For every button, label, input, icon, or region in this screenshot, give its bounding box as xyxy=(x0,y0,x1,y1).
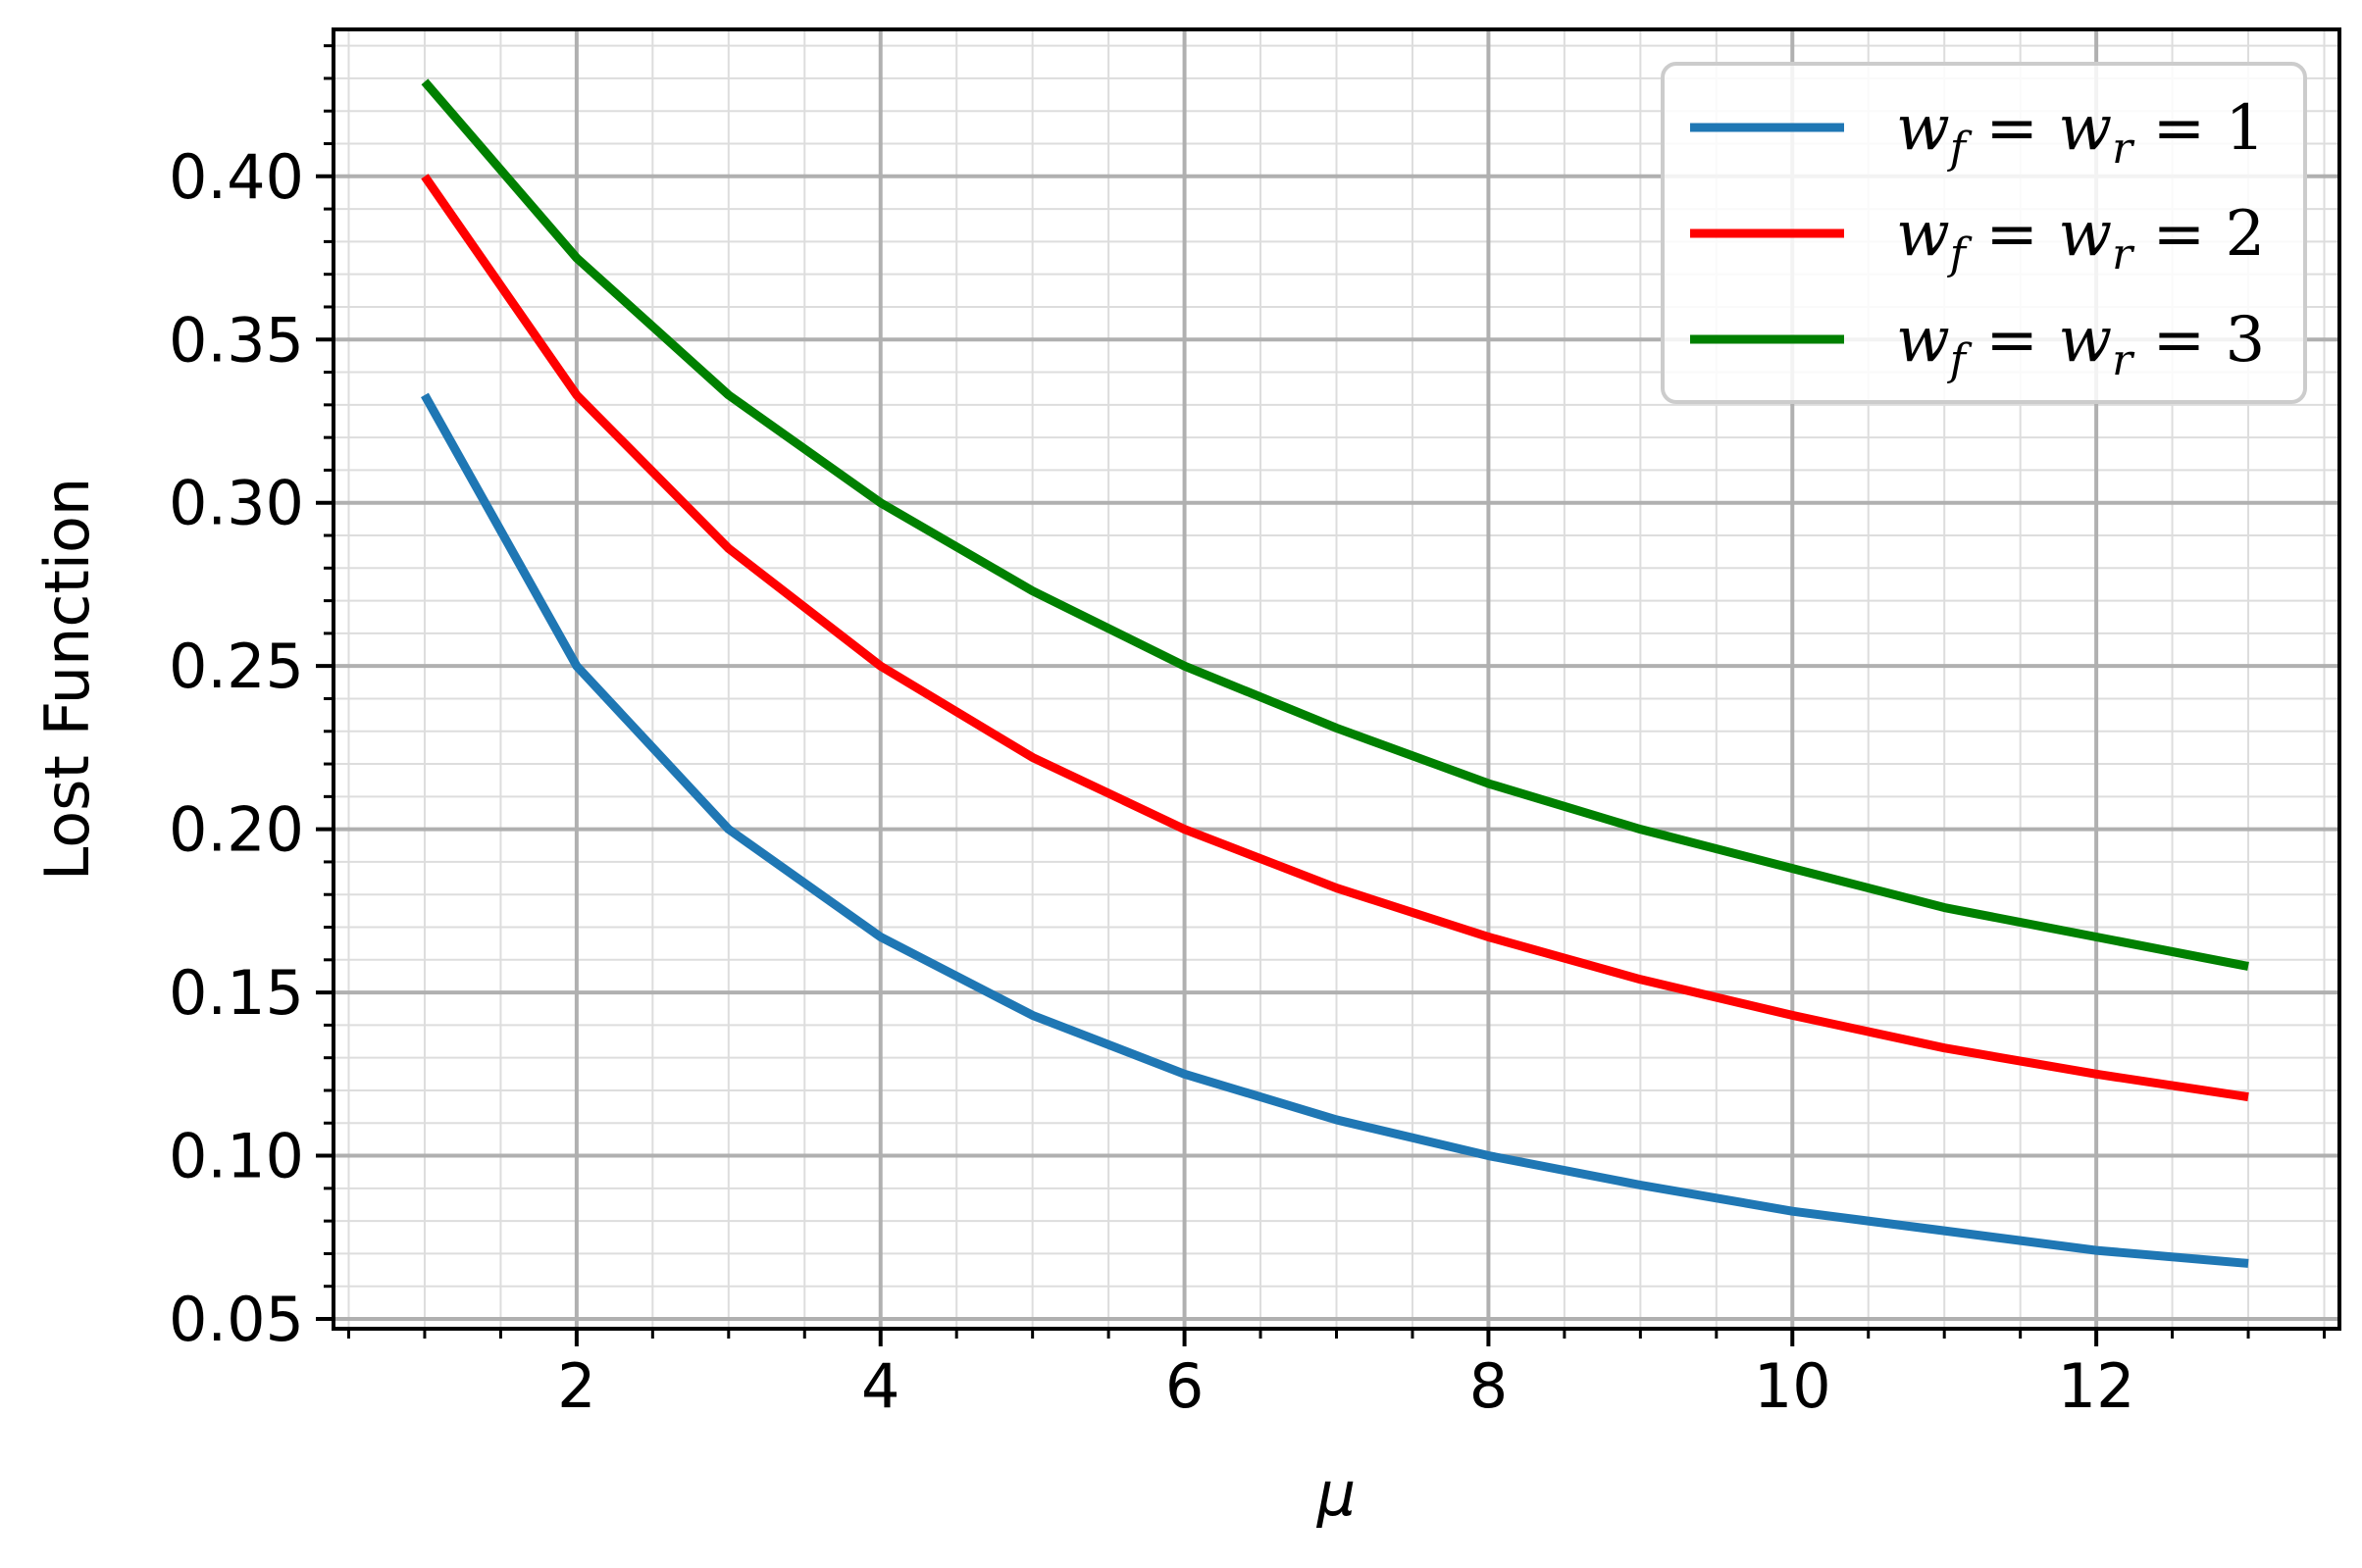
x-tick-label: 6 xyxy=(1165,1350,1204,1422)
x-tick-label: 8 xyxy=(1469,1350,1508,1422)
tick-labels: 2 4 6 8 10 12 0.05 0.10 0.15 0.20 0.25 0.30 0.35 0.40 xyxy=(169,141,2135,1422)
series-line xyxy=(421,392,2249,1268)
series-line xyxy=(421,174,2249,1102)
x-tick-label: 10 xyxy=(1754,1350,1831,1422)
x-axis-title: μ xyxy=(1316,1458,1356,1530)
legend-label: wf = wr = 2 xyxy=(1896,198,2265,279)
y-tick-label: 0.20 xyxy=(169,794,304,866)
y-tick-label: 0.05 xyxy=(169,1284,304,1355)
legend-label: wf = wr = 3 xyxy=(1896,304,2265,385)
axis-ticks xyxy=(316,44,2327,1346)
y-tick-label: 0.40 xyxy=(169,141,304,213)
x-tick-label: 12 xyxy=(2058,1350,2135,1422)
series-lines xyxy=(421,78,2249,1268)
x-tick-label: 2 xyxy=(557,1350,595,1422)
y-axis-title: Lost Function xyxy=(31,478,103,881)
legend-box xyxy=(1661,62,2307,404)
y-tick-label: 0.35 xyxy=(169,304,304,376)
legend: wf = wr = 1 wf = wr = 2 wf = wr = 3 xyxy=(1661,62,2307,404)
series-line xyxy=(421,78,2249,971)
y-tick-label: 0.30 xyxy=(169,468,304,539)
x-tick-label: 4 xyxy=(861,1350,899,1422)
y-tick-label: 0.10 xyxy=(169,1121,304,1192)
y-tick-label: 0.25 xyxy=(169,631,304,702)
legend-label: wf = wr = 1 xyxy=(1896,92,2265,174)
y-tick-label: 0.15 xyxy=(169,957,304,1029)
